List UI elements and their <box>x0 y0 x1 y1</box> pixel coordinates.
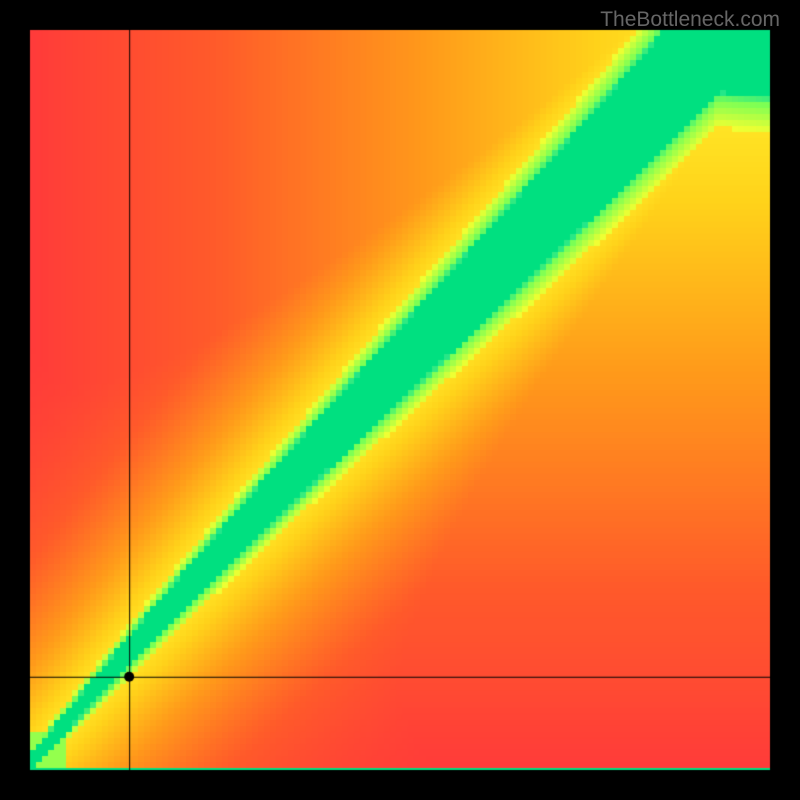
watermark-text: TheBottleneck.com <box>600 8 780 32</box>
bottleneck-heatmap <box>0 0 800 800</box>
chart-container: TheBottleneck.com <box>0 0 800 800</box>
